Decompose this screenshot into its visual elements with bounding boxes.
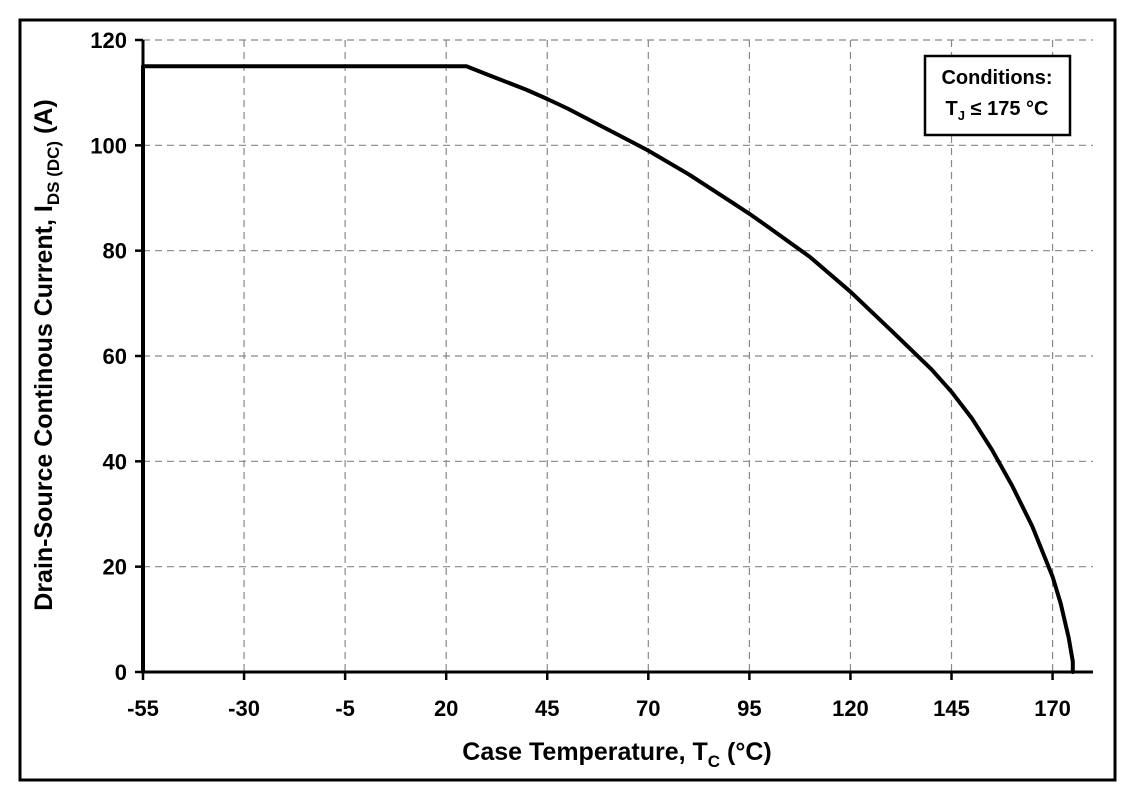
y-tick-label: 80: [103, 239, 127, 264]
x-tick-label: -30: [228, 696, 260, 721]
x-tick-label: 70: [636, 696, 660, 721]
y-tick-label: 60: [103, 344, 127, 369]
x-tick-label: 170: [1034, 696, 1071, 721]
x-tick-label: 95: [737, 696, 761, 721]
y-tick-label: 20: [103, 555, 127, 580]
y-axis-title: Drain-Source Continous Current, IDS (DC)…: [30, 99, 63, 610]
x-tick-label: -5: [335, 696, 355, 721]
conditions-title: Conditions:: [941, 67, 1052, 89]
y-tick-label: 100: [90, 133, 127, 158]
x-tick-label: 20: [434, 696, 458, 721]
conditions-value: TJ ≤ 175 °C: [946, 98, 1049, 123]
x-tick-label: -55: [127, 696, 159, 721]
y-tick-label: 40: [103, 449, 127, 474]
x-tick-label: 45: [535, 696, 559, 721]
x-axis-title: Case Temperature, TC (°C): [462, 738, 771, 771]
conditions-box-border: [923, 54, 1072, 137]
grid-lines: [143, 39, 1093, 672]
y-tick-label: 0: [115, 660, 127, 685]
x-tick-label: 145: [933, 696, 970, 721]
chart-frame: [18, 18, 1117, 782]
y-tick-label: 120: [90, 28, 127, 53]
x-tick-label: 120: [832, 696, 869, 721]
series-layer: [141, 64, 1075, 674]
series-line-current: [141, 64, 1075, 674]
tick-labels: -55 -30 -5 20 45 70 95 120 145 170 0 20 40 60 80 100 120: [90, 28, 1071, 721]
conditions-box: Conditions: TJ ≤ 175 °C: [923, 54, 1072, 137]
